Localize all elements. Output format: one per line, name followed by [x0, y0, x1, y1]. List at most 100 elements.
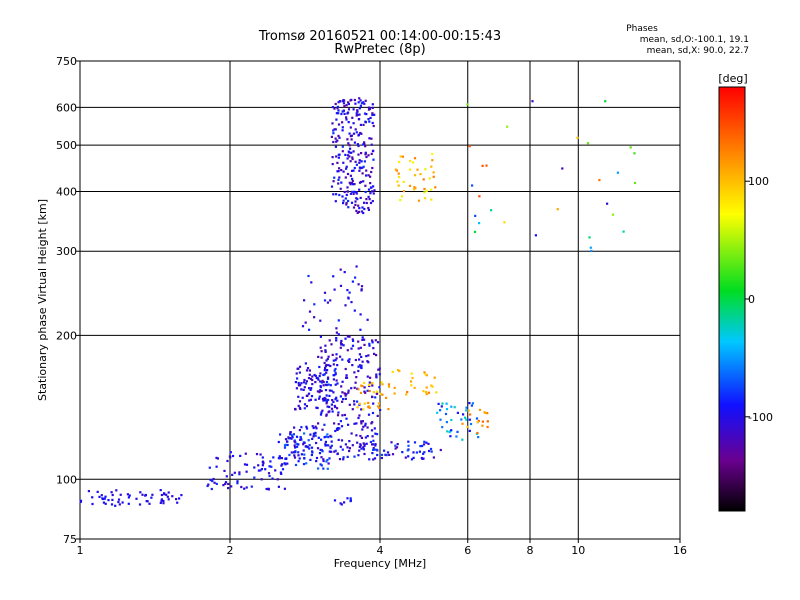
data-point — [245, 470, 248, 473]
data-point — [398, 369, 401, 373]
data-point — [271, 477, 274, 480]
data-point — [307, 439, 310, 442]
data-point — [358, 445, 361, 448]
data-point — [355, 376, 358, 379]
data-point — [352, 192, 355, 195]
data-point — [374, 396, 377, 399]
data-point — [311, 425, 314, 428]
data-point — [311, 378, 314, 382]
data-point — [303, 407, 306, 410]
data-point — [341, 358, 344, 361]
data-point — [304, 362, 307, 365]
data-point — [322, 467, 325, 470]
data-point — [384, 453, 387, 456]
data-point — [337, 182, 340, 185]
data-point — [424, 197, 427, 200]
data-point — [324, 444, 327, 447]
data-point — [598, 179, 601, 182]
data-point — [286, 462, 289, 465]
data-point — [348, 403, 351, 406]
data-point — [360, 152, 363, 155]
data-point — [359, 196, 362, 199]
data-point — [165, 493, 168, 496]
data-point — [332, 391, 335, 394]
data-point — [353, 166, 356, 170]
data-point — [318, 395, 321, 398]
data-point — [401, 451, 404, 454]
data-point — [346, 190, 349, 193]
data-point — [360, 364, 363, 367]
data-point — [342, 102, 346, 105]
data-point — [253, 466, 256, 469]
data-point — [297, 395, 300, 398]
data-point — [340, 169, 343, 172]
data-point — [424, 390, 428, 394]
data-point — [344, 176, 347, 179]
data-point — [477, 436, 480, 439]
data-point — [363, 386, 366, 389]
data-point — [323, 398, 326, 401]
data-point — [289, 433, 292, 436]
data-point — [313, 316, 316, 319]
data-point — [369, 192, 372, 195]
data-point — [337, 134, 340, 137]
data-point — [139, 491, 142, 494]
data-point — [378, 367, 381, 370]
data-point — [300, 453, 303, 456]
data-point — [348, 358, 351, 361]
data-point — [341, 448, 344, 451]
data-point — [430, 165, 433, 168]
data-point — [436, 411, 439, 414]
data-point — [338, 136, 341, 139]
data-point — [351, 408, 354, 411]
data-point — [371, 435, 374, 438]
data-point — [334, 383, 337, 386]
data-point — [359, 104, 362, 107]
data-point — [604, 100, 607, 103]
data-point — [362, 123, 365, 126]
data-point — [424, 373, 427, 376]
data-point — [354, 200, 357, 203]
data-point — [314, 381, 317, 384]
data-point — [364, 184, 367, 187]
data-point — [342, 202, 345, 205]
data-point — [362, 101, 365, 104]
data-point — [412, 161, 415, 164]
data-point — [368, 137, 371, 140]
data-point — [376, 453, 379, 457]
data-point — [365, 355, 368, 358]
data-point — [453, 406, 456, 409]
data-point — [363, 112, 367, 115]
data-point — [478, 222, 481, 225]
data-point — [308, 310, 312, 313]
data-point — [450, 405, 453, 408]
data-point — [629, 146, 632, 149]
data-point — [319, 372, 322, 375]
data-point — [481, 164, 484, 167]
data-point — [357, 388, 360, 391]
data-point — [411, 376, 414, 380]
data-point — [371, 411, 375, 415]
data-point — [503, 221, 506, 224]
data-point — [363, 160, 366, 163]
data-point — [388, 453, 391, 456]
data-point — [371, 121, 374, 125]
data-point — [362, 425, 365, 428]
data-point — [227, 487, 230, 490]
data-point — [354, 102, 357, 105]
data-point — [176, 501, 179, 504]
data-point — [318, 452, 322, 455]
data-point — [333, 374, 336, 377]
data-point — [287, 436, 290, 439]
data-point — [348, 144, 351, 147]
data-point — [425, 189, 428, 192]
data-point — [351, 280, 354, 283]
data-point — [360, 436, 363, 439]
data-point — [366, 389, 369, 392]
data-point — [268, 474, 271, 478]
data-point — [310, 395, 314, 398]
data-point — [347, 111, 350, 114]
data-point — [345, 116, 348, 119]
y-tick-label: 400 — [56, 185, 77, 198]
data-point — [314, 434, 317, 437]
